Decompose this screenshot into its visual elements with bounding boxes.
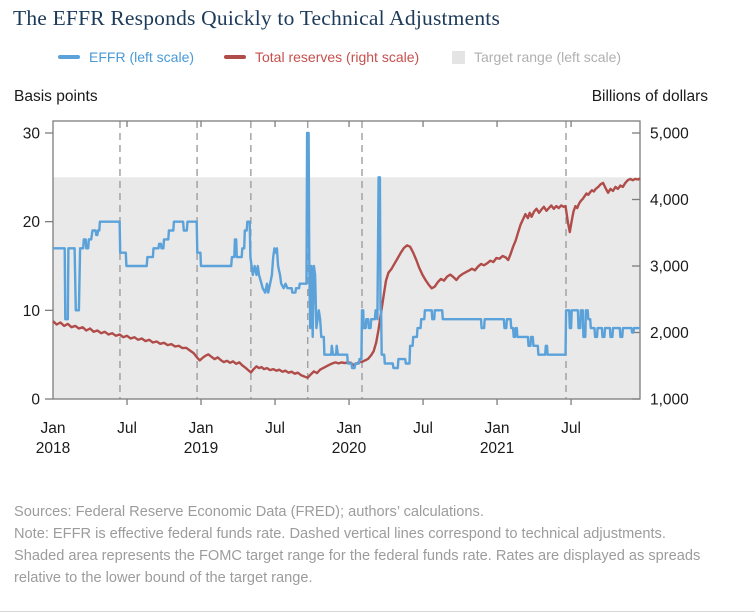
left-axis-tick-label: 0 bbox=[31, 392, 40, 409]
legend-item-total-reserves: Total reserves (right scale) bbox=[224, 48, 419, 66]
target-range-band bbox=[53, 177, 640, 399]
x-axis-month-label: Jan bbox=[337, 420, 362, 437]
bottom-divider bbox=[0, 611, 755, 612]
x-axis-year-label: 2018 bbox=[36, 440, 70, 457]
legend-label-effr: EFFR (left scale) bbox=[89, 49, 195, 65]
x-axis-month-label: Jan bbox=[485, 420, 510, 437]
note-text: Note: EFFR is effective federal funds ra… bbox=[14, 526, 701, 586]
sources-text: Sources: Federal Reserve Economic Data (… bbox=[14, 504, 484, 520]
x-axis-month-label: Jul bbox=[117, 420, 137, 437]
legend-item-target-range: Target range (left scale) bbox=[452, 48, 621, 66]
right-axis-tick-label: 1,000 bbox=[650, 392, 689, 409]
x-axis-year-label: 2021 bbox=[480, 440, 514, 457]
legend-item-effr: EFFR (left scale) bbox=[58, 48, 194, 66]
x-axis-month-label: Jul bbox=[413, 420, 433, 437]
chart-legend: EFFR (left scale) Total reserves (right … bbox=[0, 48, 755, 66]
legend-label-target-range: Target range (left scale) bbox=[474, 49, 622, 65]
x-axis-month-label: Jul bbox=[265, 420, 285, 437]
right-axis-tick-label: 4,000 bbox=[650, 192, 689, 209]
target-range-swatch bbox=[452, 50, 465, 64]
left-axis-tick-label: 30 bbox=[23, 125, 41, 142]
left-axis-tick-label: 10 bbox=[23, 303, 41, 320]
x-axis-month-label: Jan bbox=[189, 420, 214, 437]
x-axis-month-label: Jan bbox=[41, 420, 66, 437]
chart-area: 0 10 20 30 1,000 2,000 3,000 4,000 5,000 Jan 2018 J… bbox=[23, 120, 689, 457]
left-axis-tick-label: 20 bbox=[23, 214, 41, 231]
x-axis-year-label: 2019 bbox=[184, 440, 218, 457]
effr-line-swatch bbox=[58, 55, 80, 59]
total-reserves-line bbox=[52, 177, 641, 379]
page-title: The EFFR Responds Quickly to Technical A… bbox=[13, 6, 501, 30]
x-axis-year-label: 2020 bbox=[332, 440, 367, 457]
total-reserves-line-swatch bbox=[224, 55, 246, 59]
effr-line bbox=[53, 131, 641, 370]
x-axis-month-label: Jul bbox=[561, 420, 581, 437]
right-axis-tick-label: 3,000 bbox=[650, 259, 689, 276]
plot-frame bbox=[52, 120, 641, 400]
footer-notes: Sources: Federal Reserve Economic Data (… bbox=[14, 501, 716, 589]
right-axis-title: Billions of dollars bbox=[591, 88, 708, 105]
left-axis-title: Basis points bbox=[14, 88, 98, 105]
right-axis-tick-label: 5,000 bbox=[650, 126, 689, 143]
legend-label-total-reserves: Total reserves (right scale) bbox=[255, 49, 420, 65]
right-axis-tick-label: 2,000 bbox=[650, 325, 689, 342]
chart-canvas: 0 10 20 30 1,000 2,000 3,000 4,000 5,000 Jan 2018 J… bbox=[23, 120, 689, 457]
